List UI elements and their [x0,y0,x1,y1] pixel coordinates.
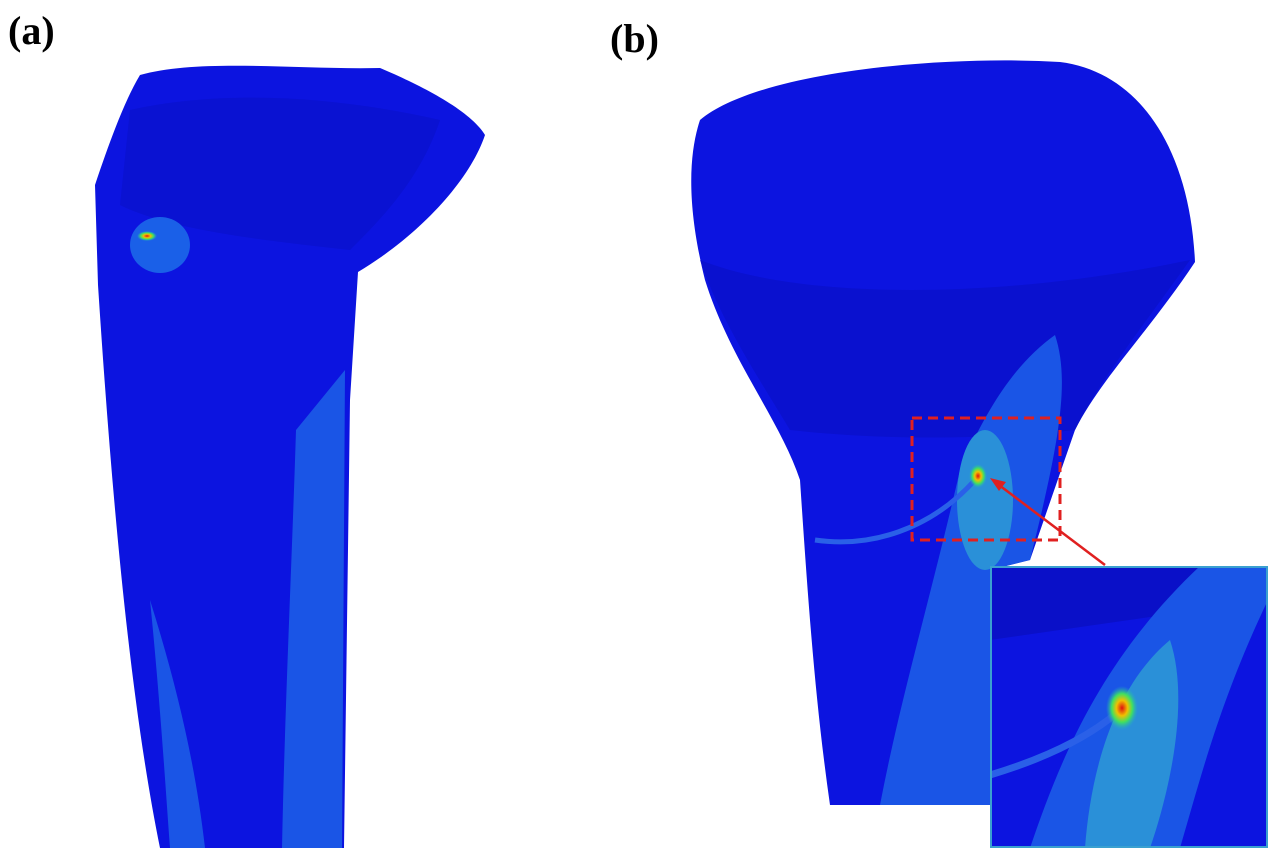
stress-zone-b [957,430,1013,570]
hotspot-b [969,464,987,488]
inset [990,566,1268,848]
panel-a: (a) [8,8,485,848]
stress-zone-a [130,217,190,273]
panel-b: (b) [610,16,1268,848]
hotspot-a [137,231,157,241]
panel-label: (a) [8,8,55,53]
figure: (a) (b) [0,0,1268,848]
panel-label: (b) [610,16,659,61]
page: (a) (b) (() => { const data = JSON.parse… [0,0,1268,848]
